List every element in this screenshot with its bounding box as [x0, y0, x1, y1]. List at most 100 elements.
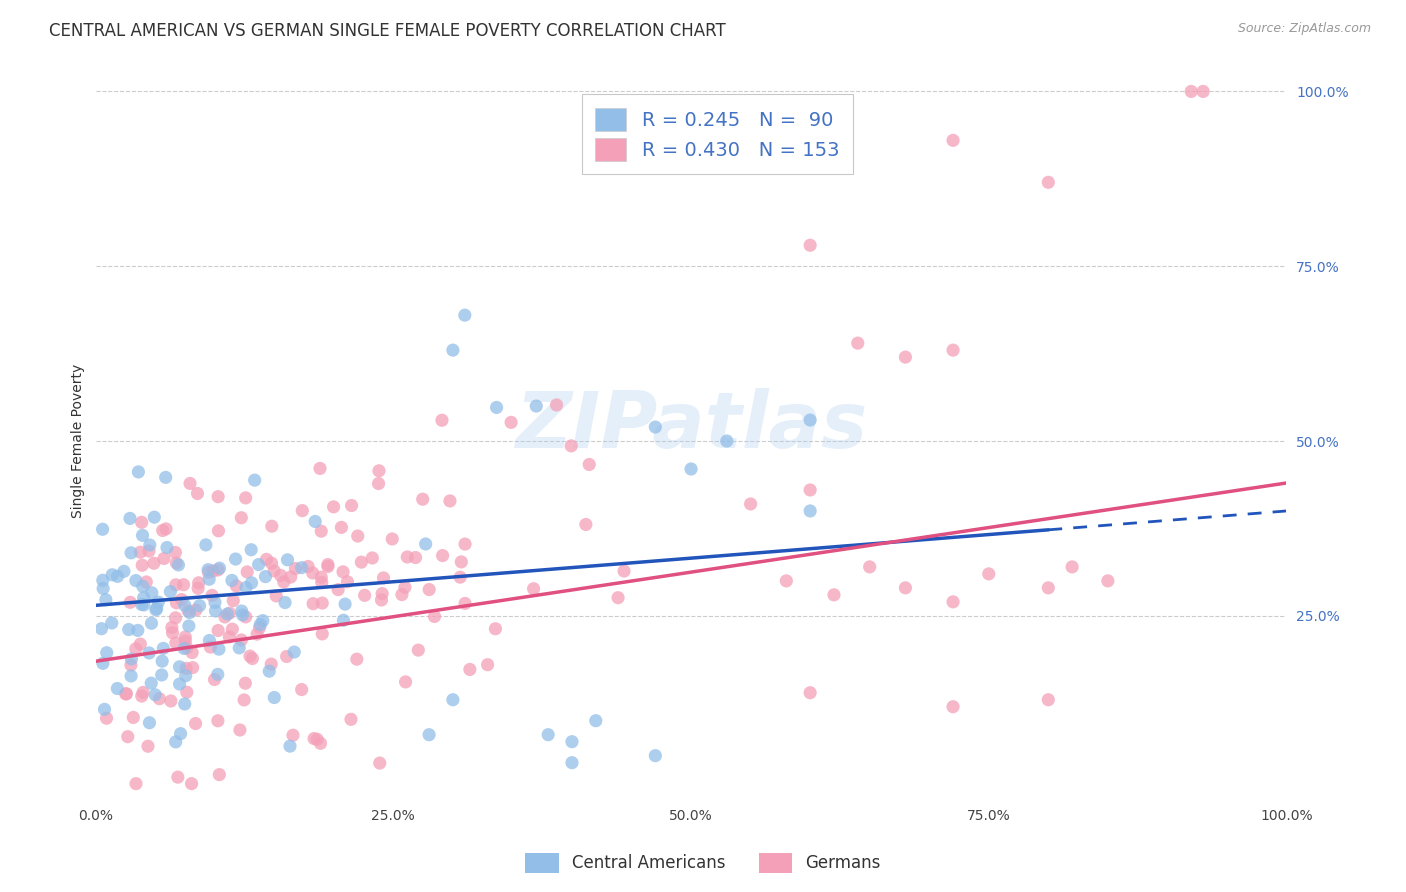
Point: [143, 510, 166, 524]
Point: [330, 520, 353, 534]
Point: [207, 624, 229, 638]
Point: [449, 570, 471, 584]
Point: [477, 657, 499, 672]
Point: [350, 555, 373, 569]
Point: [302, 597, 325, 611]
Point: [454, 308, 477, 322]
Point: [942, 595, 965, 609]
Legend: R = 0.245   N =  90, R = 0.430   N = 153: R = 0.245 N = 90, R = 0.430 N = 153: [582, 95, 853, 174]
Point: [180, 777, 202, 791]
Point: [458, 662, 481, 676]
Point: [249, 617, 271, 632]
Point: [256, 552, 278, 566]
Point: [575, 517, 598, 532]
Point: [316, 558, 339, 572]
Point: [501, 415, 523, 429]
Point: [524, 399, 547, 413]
Point: [207, 490, 229, 504]
Point: [942, 699, 965, 714]
Point: [560, 439, 582, 453]
Point: [740, 497, 762, 511]
Point: [1038, 175, 1060, 189]
Point: [276, 649, 298, 664]
Point: [846, 336, 869, 351]
Point: [131, 689, 153, 703]
Point: [775, 574, 797, 588]
Point: [252, 614, 274, 628]
Point: [311, 570, 333, 584]
Point: [174, 669, 197, 683]
Point: [381, 532, 404, 546]
Point: [138, 646, 160, 660]
Point: [208, 767, 231, 781]
Point: [148, 691, 170, 706]
Point: [120, 546, 142, 560]
Point: [160, 620, 183, 634]
Point: [273, 574, 295, 589]
Point: [101, 615, 124, 630]
Point: [235, 610, 257, 624]
Point: [131, 528, 153, 542]
Point: [332, 613, 354, 627]
Point: [160, 694, 183, 708]
Point: [340, 712, 363, 726]
Point: [207, 667, 229, 681]
Point: [200, 640, 222, 654]
Point: [309, 461, 332, 475]
Point: [173, 598, 195, 612]
Point: [264, 589, 287, 603]
Point: [143, 688, 166, 702]
Point: [165, 636, 187, 650]
Point: [270, 568, 292, 582]
Point: [546, 398, 568, 412]
Point: [177, 619, 200, 633]
Point: [208, 642, 231, 657]
Point: [184, 716, 207, 731]
Point: [561, 734, 583, 748]
Point: [173, 697, 195, 711]
Point: [208, 561, 231, 575]
Point: [368, 756, 391, 770]
Point: [391, 588, 413, 602]
Point: [127, 624, 149, 638]
Point: [179, 476, 201, 491]
Point: [165, 545, 187, 559]
Point: [370, 593, 392, 607]
Point: [239, 649, 262, 664]
Point: [141, 676, 163, 690]
Point: [101, 567, 124, 582]
Point: [607, 591, 630, 605]
Point: [150, 668, 173, 682]
Point: [204, 595, 226, 609]
Point: [326, 582, 349, 597]
Point: [309, 736, 332, 750]
Point: [523, 582, 546, 596]
Point: [247, 558, 270, 572]
Point: [942, 133, 965, 147]
Point: [301, 566, 323, 580]
Point: [122, 710, 145, 724]
Point: [367, 476, 389, 491]
Point: [125, 574, 148, 588]
Point: [132, 579, 155, 593]
Point: [450, 555, 472, 569]
Point: [309, 524, 332, 539]
Point: [135, 574, 157, 589]
Point: [260, 556, 283, 570]
Point: [120, 669, 142, 683]
Point: [233, 693, 256, 707]
Point: [537, 728, 560, 742]
Point: [91, 657, 114, 671]
Point: [176, 640, 198, 655]
Point: [368, 464, 391, 478]
Point: [186, 486, 208, 500]
Point: [894, 581, 917, 595]
Point: [204, 604, 226, 618]
Point: [644, 748, 666, 763]
Point: [799, 504, 821, 518]
Point: [257, 664, 280, 678]
Point: [150, 654, 173, 668]
Point: [173, 641, 195, 656]
Point: [396, 549, 419, 564]
Point: [129, 637, 152, 651]
